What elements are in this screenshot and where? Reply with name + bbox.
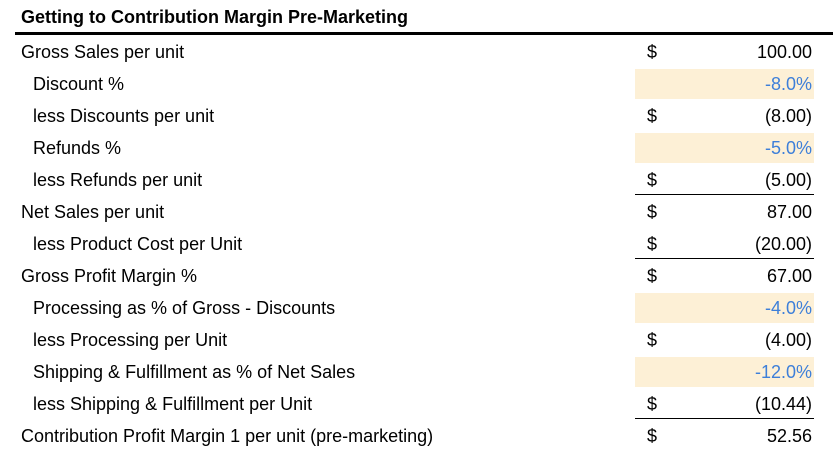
sheet-title: Getting to Contribution Margin Pre-Marke…: [21, 7, 408, 27]
currency-symbol: $: [647, 202, 658, 222]
currency-symbol: $: [647, 266, 658, 286]
subtotal-underline: [635, 194, 814, 195]
currency-symbol: $: [647, 106, 658, 126]
row-value: -5.0%: [764, 138, 812, 158]
row-label: Gross Profit Margin %: [21, 266, 198, 286]
input-cell[interactable]: [635, 293, 814, 323]
row-value: 87.00: [766, 202, 812, 222]
row-label: less Shipping & Fulfillment per Unit: [33, 394, 313, 414]
row-value: (10.44): [754, 394, 812, 414]
row-label: Net Sales per unit: [21, 202, 165, 222]
row-less-discounts: less Discounts per unit $ (8.00): [15, 100, 834, 132]
title-divider: [15, 32, 833, 35]
row-gross-sales: Gross Sales per unit $ 100.00: [15, 36, 834, 68]
row-refunds-pct: Refunds % -5.0%: [15, 132, 834, 164]
row-less-processing: less Processing per Unit $ (4.00): [15, 324, 834, 356]
row-label: less Processing per Unit: [33, 330, 228, 350]
row-label: Processing as % of Gross - Discounts: [33, 298, 336, 318]
subtotal-underline: [635, 418, 814, 419]
currency-symbol: $: [647, 394, 658, 414]
row-less-shipping: less Shipping & Fulfillment per Unit $ (…: [15, 388, 834, 420]
row-value: -4.0%: [764, 298, 812, 318]
row-label: Shipping & Fulfillment as % of Net Sales: [33, 362, 356, 382]
row-label: less Discounts per unit: [33, 106, 215, 126]
row-processing-pct: Processing as % of Gross - Discounts -4.…: [15, 292, 834, 324]
currency-symbol: $: [647, 330, 658, 350]
input-cell[interactable]: [635, 133, 814, 163]
currency-symbol: $: [647, 426, 658, 446]
row-label: Contribution Profit Margin 1 per unit (p…: [21, 426, 434, 446]
row-label: Discount %: [33, 74, 125, 94]
currency-symbol: $: [647, 234, 658, 254]
row-label: less Refunds per unit: [33, 170, 203, 190]
row-value: 52.56: [766, 426, 812, 446]
row-less-refunds: less Refunds per unit $ (5.00): [15, 164, 834, 196]
rows-container: Gross Sales per unit $ 100.00 Discount %…: [15, 36, 834, 452]
row-value: -8.0%: [764, 74, 812, 94]
row-value: (4.00): [764, 330, 812, 350]
row-value: 100.00: [756, 42, 812, 62]
currency-symbol: $: [647, 42, 658, 62]
row-value: (8.00): [764, 106, 812, 126]
row-label: Refunds %: [33, 138, 122, 158]
row-net-sales: Net Sales per unit $ 87.00: [15, 196, 834, 228]
subtotal-underline: [635, 258, 814, 259]
input-cell[interactable]: [635, 357, 814, 387]
row-less-product-cost: less Product Cost per Unit $ (20.00): [15, 228, 834, 260]
row-label: Gross Sales per unit: [21, 42, 185, 62]
row-label: less Product Cost per Unit: [33, 234, 243, 254]
row-value: 67.00: [766, 266, 812, 286]
row-value: (20.00): [754, 234, 812, 254]
row-shipping-pct: Shipping & Fulfillment as % of Net Sales…: [15, 356, 834, 388]
currency-symbol: $: [647, 170, 658, 190]
row-value: -12.0%: [754, 362, 812, 382]
input-cell[interactable]: [635, 69, 814, 99]
row-value: (5.00): [764, 170, 812, 190]
row-contribution-margin: Contribution Profit Margin 1 per unit (p…: [15, 420, 834, 452]
row-discount-pct: Discount % -8.0%: [15, 68, 834, 100]
row-gross-profit-margin: Gross Profit Margin % $ 67.00: [15, 260, 834, 292]
